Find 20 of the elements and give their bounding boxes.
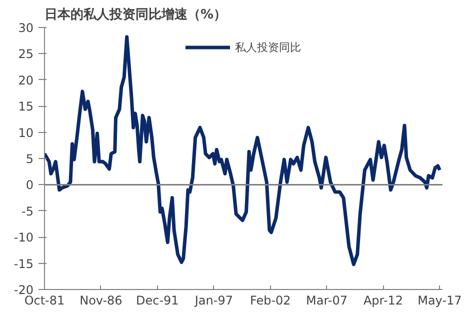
y-tick-label: 15 (18, 100, 34, 114)
x-tick-label: Feb-02 (250, 294, 291, 308)
y-tick-label: 25 (18, 47, 34, 62)
y-tick-label: -10 (14, 230, 34, 245)
y-tick-label: 10 (18, 126, 34, 140)
y-tick-label: -5 (22, 204, 34, 218)
y-tick-label: 5 (26, 152, 34, 166)
chart-title: 日本的私人投资同比增速（%） (44, 8, 227, 22)
y-tick-label: -15 (14, 256, 34, 271)
line-series (44, 35, 442, 266)
x-tick-label: Mar-07 (306, 294, 348, 308)
y-tick-label: 30 (18, 21, 34, 35)
x-tick-label: Dec-91 (136, 294, 179, 308)
legend-label: 私人投资同比 (235, 40, 301, 54)
y-tick-label: 0 (26, 178, 34, 192)
x-tick-label: Jan-97 (194, 294, 233, 308)
x-tick-label: Nov-86 (80, 294, 122, 308)
x-tick-label: May-17 (418, 294, 462, 308)
x-tick-label: Apr-12 (363, 294, 404, 308)
y-tick-label: 20 (18, 73, 34, 88)
